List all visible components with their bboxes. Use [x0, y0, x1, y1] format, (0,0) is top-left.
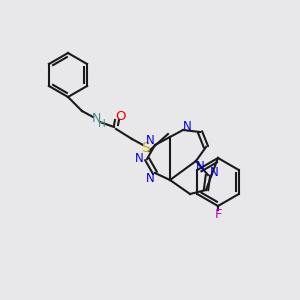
Text: S: S — [142, 141, 150, 155]
Text: O: O — [116, 110, 126, 122]
Text: N: N — [183, 119, 191, 133]
Text: N: N — [135, 152, 143, 166]
Text: H: H — [98, 119, 106, 129]
Text: N: N — [146, 134, 154, 148]
Text: N: N — [210, 166, 218, 178]
Text: N: N — [146, 172, 154, 184]
Text: F: F — [214, 208, 222, 221]
Text: N: N — [196, 160, 204, 172]
Text: N: N — [91, 112, 101, 124]
